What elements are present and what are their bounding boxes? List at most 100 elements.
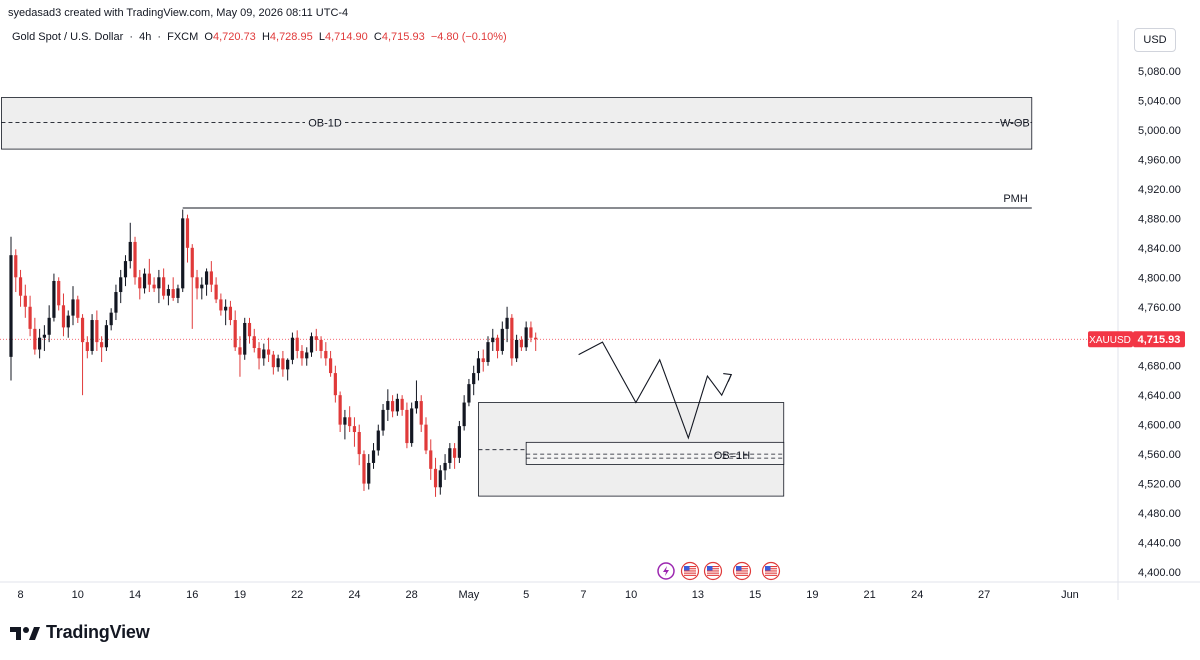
candle-body [529, 327, 533, 338]
candle-body [52, 280, 56, 318]
candle-body [505, 317, 509, 329]
candle-body [142, 273, 147, 289]
candle-body [448, 448, 452, 463]
high-label: H [261, 31, 270, 43]
time-tick-label: 28 [406, 589, 418, 601]
candle-body [219, 299, 223, 311]
chart-credit: syedasad3 created with TradingView.com, … [8, 7, 349, 19]
us-flag-icon-stripe [736, 572, 748, 574]
time-tick-label: 5 [523, 589, 529, 601]
us-flag-icon-stripe [736, 574, 748, 576]
candle-body [42, 334, 46, 338]
price-tick-label: 4,760.00 [1138, 302, 1181, 314]
candle-body [305, 352, 309, 359]
symbol-tag [1088, 331, 1133, 348]
candle-body [224, 306, 228, 311]
candle-body [295, 337, 299, 351]
candle-body [23, 295, 27, 307]
candle-body [519, 339, 523, 348]
price-tick-label: 4,920.00 [1138, 184, 1181, 196]
candle-body [500, 328, 504, 351]
candle-body [419, 401, 423, 425]
candle-body [414, 401, 419, 409]
candle-body [524, 327, 528, 348]
time-tick-label: 21 [863, 589, 875, 601]
candle-body [243, 322, 247, 355]
candle-body [376, 430, 380, 451]
last-price-tag [1133, 331, 1185, 348]
us-flag-icon[interactable] [732, 561, 752, 581]
candle-body [324, 350, 328, 359]
time-tick-label: 10 [72, 589, 84, 601]
candle-body [114, 292, 118, 313]
currency-button[interactable]: USD [1134, 28, 1176, 52]
price-tick-label: 4,800.00 [1138, 272, 1181, 284]
candle-body [309, 336, 314, 353]
candle-body [515, 339, 519, 359]
exchange-label: FXCM [167, 31, 199, 43]
candle-body [185, 218, 190, 248]
time-tick-label: 19 [234, 589, 246, 601]
candle-body [433, 468, 438, 488]
candle-body [166, 289, 171, 296]
candle-body [443, 462, 447, 471]
candle-body [104, 325, 108, 348]
interval-label[interactable]: 4h [139, 31, 152, 43]
candle-body [109, 312, 113, 326]
candle-body [462, 402, 466, 427]
candle-body [391, 401, 395, 412]
candle-body [510, 317, 514, 359]
price-tick-label: 4,400.00 [1138, 567, 1181, 579]
low-value: 4,714.90 [324, 31, 368, 43]
candle-body [386, 401, 390, 410]
us-flag-icon-canton [707, 566, 713, 571]
us-flag-icon-stripe [707, 570, 719, 572]
order-block-zone [1, 97, 1033, 150]
symbol-name[interactable]: Gold Spot / U.S. Dollar [12, 31, 124, 43]
us-flag-icon-stripe [707, 572, 719, 574]
candle-body [486, 342, 490, 363]
candle-body [405, 409, 409, 444]
time-tick-label: 8 [17, 589, 23, 601]
time-tick-label: 24 [911, 589, 923, 601]
us-flag-icon-stripe [684, 568, 696, 570]
pmh-label: PMH [1003, 193, 1028, 205]
time-tick-label: 22 [291, 589, 303, 601]
candle-body [18, 277, 23, 296]
projection-arrowhead [723, 373, 733, 382]
candle-body [176, 288, 180, 298]
us-flag-icon-stripe [684, 566, 696, 568]
candle-body [61, 305, 66, 328]
candle-body [328, 358, 333, 374]
candle-body [190, 247, 194, 278]
us-flag-icon-stripe [736, 570, 748, 572]
tradingview-logo[interactable]: TradingView [10, 622, 150, 643]
price-tick-label: 4,520.00 [1138, 479, 1181, 491]
candle-body [314, 336, 318, 340]
price-tick-label: 4,840.00 [1138, 243, 1181, 255]
lightning-icon[interactable] [657, 562, 675, 580]
candle-body [66, 315, 70, 328]
candle-body [128, 241, 132, 262]
candle-body [457, 426, 461, 458]
price-tick-label: 5,000.00 [1138, 125, 1181, 137]
price-tick-label: 4,960.00 [1138, 154, 1181, 166]
time-tick-label: 27 [978, 589, 990, 601]
low-label: L [318, 31, 325, 43]
price-tick-label: 4,560.00 [1138, 449, 1181, 461]
us-flag-icon[interactable] [761, 561, 781, 581]
candle-body [252, 336, 256, 349]
candle-body [453, 448, 457, 458]
candle-body [271, 354, 275, 368]
candle-body [133, 241, 137, 278]
last-price-label: 4,715.93 [1138, 334, 1181, 346]
us-flag-icon[interactable] [680, 561, 700, 581]
candle-body [57, 280, 61, 306]
candle-body [467, 384, 471, 403]
us-flag-icon-canton [765, 566, 771, 571]
candle-body [14, 255, 18, 278]
us-flag-icon-stripe [707, 568, 719, 570]
us-flag-icon[interactable] [703, 561, 723, 581]
us-flag-icon-stripe [765, 572, 777, 574]
